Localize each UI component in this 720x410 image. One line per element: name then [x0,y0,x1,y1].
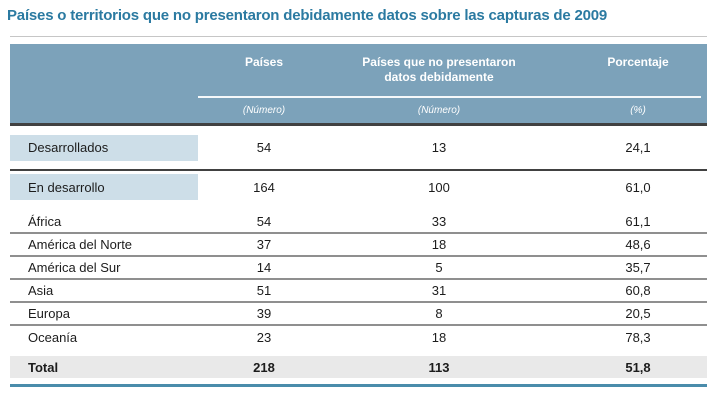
data-table: Países Países que no presentaron datos d… [10,36,707,387]
row-label: Desarrollados [10,134,198,161]
cell-no-presentaron: 5 [435,260,443,275]
col-header-paises: Países [244,55,284,69]
subheader-porcentaje-unit: (%) [630,105,646,116]
row-label: América del Norte [28,237,133,252]
col-header-no-presentaron-line1: Países que no presentaron [362,55,516,69]
table-row-total: Total 218 113 51,8 [10,356,707,378]
cell-paises: 14 [256,260,272,275]
row-label: América del Sur [28,260,121,275]
table-row-europa: Europa 39 8 20,5 [10,303,707,326]
cell-porcentaje: 78,3 [625,330,651,345]
table-row-en-desarrollo: En desarrollo 164 100 61,0 [10,171,707,203]
col-header-empty [10,55,198,96]
table-row-asia: Asia 51 31 60,8 [10,280,707,303]
row-label: En desarrollo [10,174,198,200]
table-row-america-del-sur: América del Sur 14 5 35,7 [10,257,707,280]
row-label: Oceanía [28,330,78,345]
row-label-cell: En desarrollo [10,171,198,203]
cell-no-presentaron: 13 [431,140,447,155]
col-header-no-presentaron-line2: datos debidamente [384,70,494,84]
table-title: Países o territorios que no presentaron … [7,7,608,24]
cell-paises: 37 [256,237,272,252]
cell-paises: 23 [256,330,272,345]
row-label: Total [28,359,59,375]
cell-no-presentaron: 31 [431,283,447,298]
cell-paises: 164 [253,179,275,195]
header-divider-rule [198,96,701,98]
subheader-numero-paises: (Número) [242,105,286,116]
cell-paises: 51 [256,283,272,298]
table-row-america-del-norte: América del Norte 37 18 48,6 [10,234,707,257]
cell-paises: 39 [256,306,272,321]
cell-no-presentaron: 18 [431,237,447,252]
col-header-porcentaje: Porcentaje [607,55,669,69]
row-label: Europa [28,306,70,321]
cell-no-presentaron: 100 [428,179,450,195]
cell-porcentaje: 20,5 [625,306,651,321]
table-bottom-rule [10,384,707,387]
cell-porcentaje: 60,8 [625,283,651,298]
cell-paises: 218 [253,359,275,375]
cell-paises: 54 [256,140,272,155]
header-row-labels: Países Países que no presentaron datos d… [10,44,707,96]
table-row-africa: África 54 33 61,1 [10,211,707,234]
cell-no-presentaron: 113 [428,359,450,375]
table-top-rule [10,36,707,37]
cell-no-presentaron: 33 [431,214,447,229]
row-label-cell: Desarrollados [10,126,198,169]
cell-no-presentaron: 18 [431,330,447,345]
subheader-empty [10,98,198,123]
row-label: África [28,214,62,229]
col-header-no-presentaron: Países que no presentaron datos debidame… [330,55,548,96]
cell-porcentaje: 51,8 [625,359,651,375]
row-label: Asia [28,283,54,298]
cell-porcentaje: 61,0 [625,179,651,195]
header-row-units: (Número) (Número) (%) [10,98,707,123]
cell-porcentaje: 24,1 [625,140,651,155]
subheader-numero-no-presentaron: (Número) [417,105,461,116]
table-row-desarrollados: Desarrollados 54 13 24,1 [10,126,707,171]
cell-porcentaje: 35,7 [625,260,651,275]
cell-porcentaje: 48,6 [625,237,651,252]
cell-paises: 54 [256,214,272,229]
table-header: Países Países que no presentaron datos d… [10,44,707,126]
table-row-oceania: Oceanía 23 18 78,3 [10,326,707,349]
cell-porcentaje: 61,1 [625,214,651,229]
cell-no-presentaron: 8 [435,306,443,321]
